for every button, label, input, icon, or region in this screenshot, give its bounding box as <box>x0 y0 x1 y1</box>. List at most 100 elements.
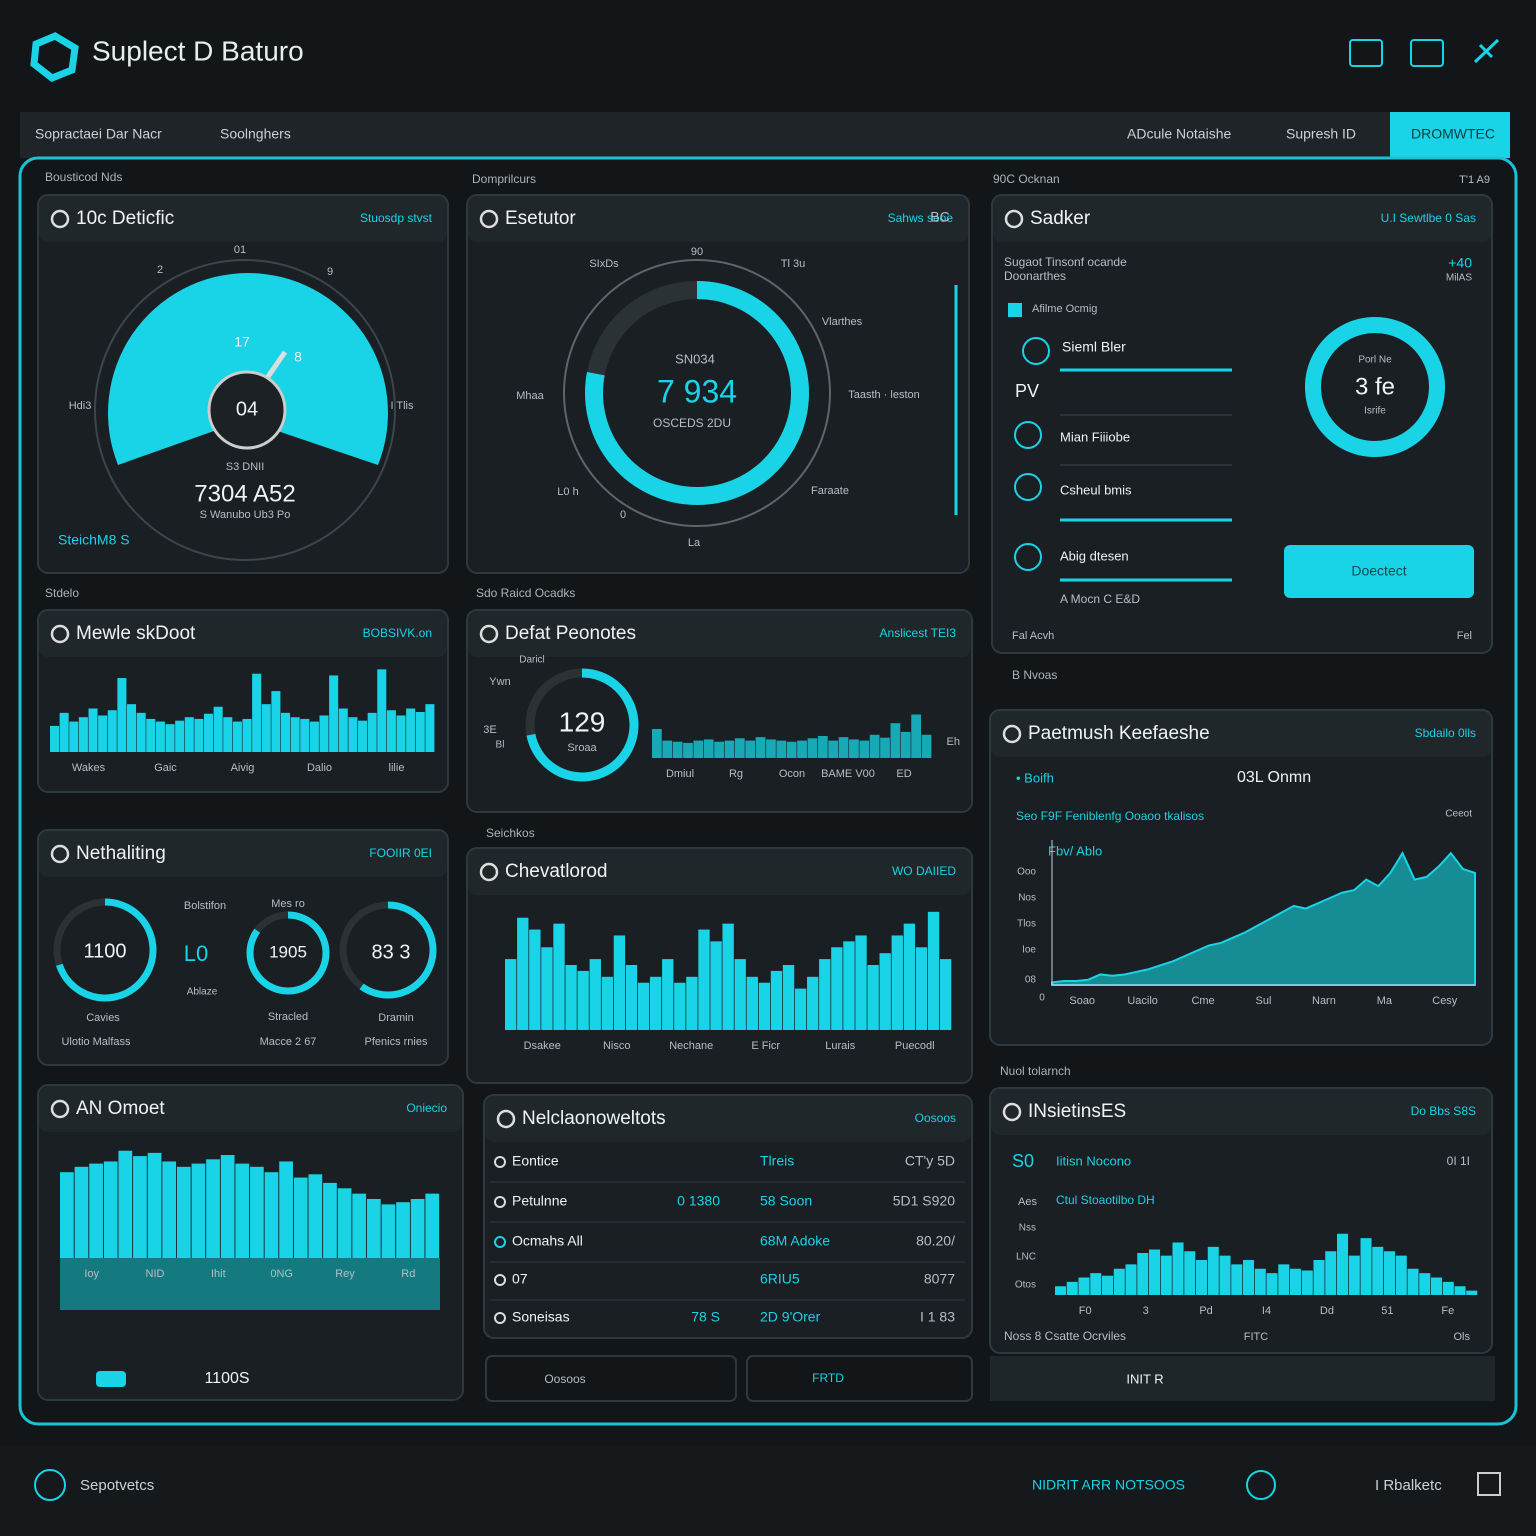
panel-label: La <box>688 537 701 549</box>
bar <box>279 1161 293 1258</box>
bar <box>625 965 638 1030</box>
x-tick-label: Wakes <box>72 762 106 774</box>
panel-icon <box>1002 724 1022 744</box>
nav-tab[interactable]: Supresh ID <box>1286 126 1356 142</box>
bar <box>662 959 674 1030</box>
panel-title: Sadker <box>1030 208 1091 229</box>
panel-label: Vlarthes <box>822 316 863 328</box>
panel-label: Eh <box>947 736 960 748</box>
bar <box>672 741 683 758</box>
panel-label: 3E <box>483 724 496 736</box>
panel-tag: Stuosdp stvst <box>360 211 433 225</box>
nav-tab[interactable]: ADcule Notaishe <box>1127 126 1231 142</box>
x-tick-label: Dd <box>1320 1305 1334 1317</box>
bar <box>662 740 673 758</box>
bar <box>722 923 734 1030</box>
table-cell: 5D1 S920 <box>893 1193 955 1209</box>
bar <box>155 721 165 752</box>
bar <box>900 731 911 758</box>
table-cell: 8077 <box>924 1271 955 1287</box>
panel-label: SN034 <box>675 351 715 366</box>
panel-header <box>993 196 1491 242</box>
x-tick-label: Sul <box>1256 995 1272 1007</box>
panel <box>991 194 1493 654</box>
bar <box>1407 1268 1419 1295</box>
band <box>60 1258 440 1310</box>
panel-label: SteichM8 S <box>58 532 130 548</box>
bar <box>758 982 771 1030</box>
active-tab[interactable] <box>1390 112 1510 158</box>
bar <box>890 723 901 758</box>
panel-header <box>991 711 1491 757</box>
panel-label: 17 <box>234 334 250 350</box>
x-tick-label: Dsakee <box>524 1040 561 1052</box>
bar <box>348 717 358 752</box>
bar <box>1266 1273 1278 1295</box>
panel-label: • Boifh <box>1016 770 1054 785</box>
gauge-hub <box>207 370 287 450</box>
footer-bar <box>0 1445 1536 1536</box>
bar <box>1066 1281 1078 1295</box>
x-tick-label: 0NG <box>270 1268 293 1280</box>
panel <box>466 609 973 813</box>
bar <box>396 715 406 752</box>
panel-label: Dramin <box>378 1012 413 1024</box>
bar <box>1254 1268 1266 1295</box>
bar <box>133 1156 147 1258</box>
detect-button[interactable] <box>1284 545 1474 598</box>
panel-label: Fal Acvh <box>1012 630 1054 642</box>
panel-label: Oosoos <box>544 1372 585 1386</box>
bar <box>406 708 416 752</box>
panel-header <box>39 611 447 657</box>
table-button[interactable] <box>485 1355 737 1402</box>
panel-title: Nelclaonoweltots <box>522 1108 666 1129</box>
panel-icon <box>50 209 70 229</box>
panel-label: 0I 1I <box>1447 1154 1470 1168</box>
panel-title: AN Omoet <box>76 1098 165 1119</box>
panel-header <box>468 849 971 895</box>
panel-label: Macce 2 67 <box>260 1036 317 1048</box>
control[interactable] <box>96 1371 126 1387</box>
bar <box>1055 1286 1067 1295</box>
panel-label: S3 DNII <box>226 461 265 473</box>
bar <box>1219 1255 1231 1295</box>
panel-label: Sieml Bler <box>1062 339 1126 355</box>
bar <box>1090 1273 1102 1295</box>
icon-button[interactable] <box>1473 38 1500 64</box>
x-tick-label: Uacilo <box>1127 995 1158 1007</box>
checkbox <box>1008 303 1022 317</box>
panel-label: L0 h <box>557 486 578 498</box>
row-icon <box>494 1312 506 1324</box>
bar <box>1078 1277 1090 1295</box>
bar <box>213 706 223 752</box>
bar <box>797 740 807 758</box>
table-cell: 07 <box>512 1271 528 1287</box>
ring-arc <box>359 901 437 999</box>
icon-button[interactable] <box>1410 39 1444 67</box>
ring-arc <box>1305 317 1445 457</box>
table-button[interactable] <box>746 1355 973 1402</box>
table-cell: CT'y 5D <box>905 1153 955 1169</box>
panel-label: Bolstifon <box>184 900 226 912</box>
footer-icon[interactable] <box>1477 1472 1501 1496</box>
bar <box>686 976 698 1030</box>
nav-tab[interactable]: DROMWTEC <box>1411 126 1495 142</box>
panel-label: 129 <box>559 706 606 737</box>
panel-icon <box>496 1109 516 1129</box>
icon-button[interactable] <box>1349 39 1383 67</box>
panel-label: Mian Fiiiobe <box>1060 429 1130 444</box>
nav-tab[interactable]: Sopractaei Dar Nacr <box>35 126 162 142</box>
ring-arc <box>585 281 809 505</box>
x-tick-label: Nisco <box>603 1040 631 1052</box>
bar <box>1442 1281 1454 1295</box>
x-tick-label: Aivig <box>231 762 255 774</box>
table-cell: Ocmahs All <box>512 1233 583 1249</box>
nav-tab[interactable]: Soolnghers <box>220 126 291 142</box>
section-label: Sdo Raicd Ocadks <box>476 586 575 600</box>
bar <box>162 1161 177 1258</box>
x-tick-label: Cme <box>1191 995 1214 1007</box>
ring-outline <box>563 259 831 527</box>
bar <box>819 959 831 1030</box>
panel-label: Ablaze <box>187 987 218 998</box>
